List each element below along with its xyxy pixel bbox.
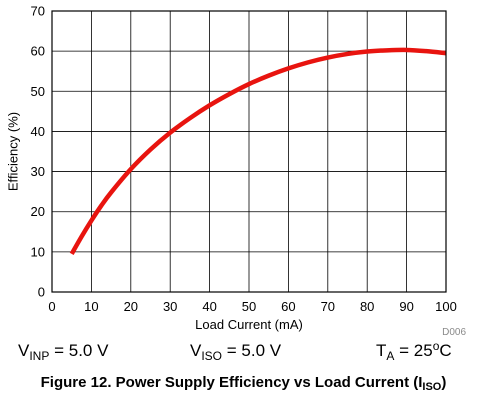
x-tick-label: 70 — [321, 299, 335, 314]
tick-labels: 0 10 20 30 40 50 60 70 80 90 100 0 10 20 30 40 50 60 70 — [31, 4, 457, 315]
isolated-voltage-condition: VISO = 5.0 V — [190, 341, 282, 363]
efficiency-chart: 0 10 20 30 40 50 60 70 80 90 100 0 10 20 30 40 50 60 70 Lo… — [6, 4, 467, 339]
x-tick-label: 0 — [48, 299, 55, 314]
x-tick-label: 30 — [163, 299, 177, 314]
x-tick-label: 40 — [202, 299, 216, 314]
y-tick-label: 40 — [31, 124, 45, 139]
y-tick-label: 10 — [31, 244, 45, 259]
series-layer — [69, 47, 447, 255]
x-tick-label: 60 — [281, 299, 295, 314]
y-axis-title: Efficiency (%) — [6, 112, 21, 191]
y-tick-label: 0 — [38, 285, 45, 300]
y-tick-label: 70 — [31, 4, 45, 19]
x-tick-label: 10 — [84, 299, 98, 314]
y-tick-label: 60 — [31, 44, 45, 59]
input-voltage-condition: VINP = 5.0 V — [18, 341, 109, 363]
x-tick-label: 80 — [360, 299, 374, 314]
x-axis-title: Load Current (mA) — [195, 317, 303, 332]
ambient-temperature-condition: TA = 25oC — [376, 339, 452, 363]
y-tick-label: 30 — [31, 164, 45, 179]
figure-caption: Figure 12. Power Supply Efficiency vs Lo… — [40, 374, 447, 393]
x-tick-label: 50 — [242, 299, 256, 314]
figure-code-label: D006 — [442, 327, 466, 338]
x-tick-label: 90 — [399, 299, 413, 314]
x-tick-label: 20 — [124, 299, 138, 314]
y-tick-label: 50 — [31, 84, 45, 99]
x-tick-label: 100 — [435, 299, 457, 314]
efficiency-curve — [69, 47, 447, 255]
y-tick-label: 20 — [31, 204, 45, 219]
grid — [52, 11, 446, 292]
plot-frame — [51, 10, 447, 293]
